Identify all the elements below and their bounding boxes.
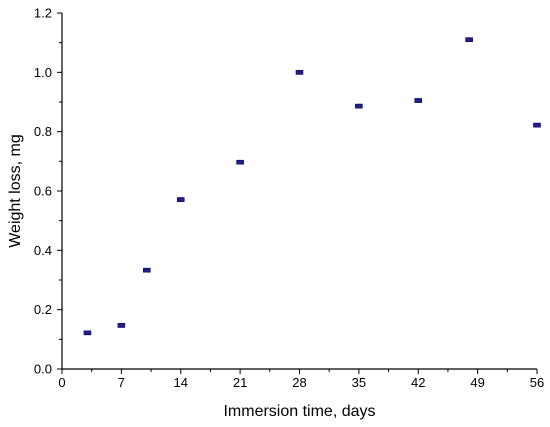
y-tick-label: 0.8 — [34, 124, 52, 139]
x-tick-label: 35 — [352, 375, 366, 390]
x-axis-title: Immersion time, days — [223, 403, 375, 420]
y-ticks: 0.0 0.2 0.4 0.6 0.8 1.0 1.2 — [34, 6, 62, 377]
axes — [61, 13, 537, 370]
data-point — [143, 267, 151, 273]
data-point — [533, 122, 541, 128]
data-point — [176, 197, 185, 202]
x-tick-label: 28 — [292, 375, 306, 390]
data-point — [465, 37, 473, 43]
y-tick-label: 0.2 — [34, 302, 52, 317]
x-tick-label: 7 — [118, 375, 125, 390]
x-tick-label: 14 — [174, 375, 188, 390]
x-ticks: 0 7 14 21 28 35 42 49 56 — [58, 369, 544, 390]
y-tick-label: 1.2 — [34, 6, 52, 21]
x-tick-label: 49 — [470, 375, 484, 390]
point-marker — [176, 197, 185, 202]
data-point — [355, 103, 363, 109]
y-tick-label: 0.6 — [34, 184, 52, 199]
point-marker — [355, 103, 363, 109]
x-tick-label: 0 — [58, 375, 65, 390]
x-tick-label: 21 — [233, 375, 247, 390]
data-point — [414, 98, 423, 103]
point-marker — [236, 159, 244, 165]
point-marker — [117, 323, 126, 328]
data-points — [83, 37, 541, 336]
y-tick-label: 0.4 — [34, 243, 52, 258]
point-marker — [533, 122, 541, 128]
data-point — [295, 70, 304, 75]
point-marker — [465, 37, 473, 43]
point-marker — [83, 330, 92, 336]
x-tick-label: 56 — [530, 375, 544, 390]
data-point — [117, 323, 126, 328]
data-point — [83, 330, 92, 336]
point-marker — [143, 267, 151, 273]
y-axis-title: Weight loss, mg — [7, 134, 24, 248]
x-tick-label: 42 — [411, 375, 425, 390]
data-point — [236, 159, 244, 165]
y-tick-label: 0.0 — [34, 362, 52, 377]
point-marker — [414, 98, 423, 103]
y-tick-label: 1.0 — [34, 65, 52, 80]
point-marker — [295, 70, 304, 75]
